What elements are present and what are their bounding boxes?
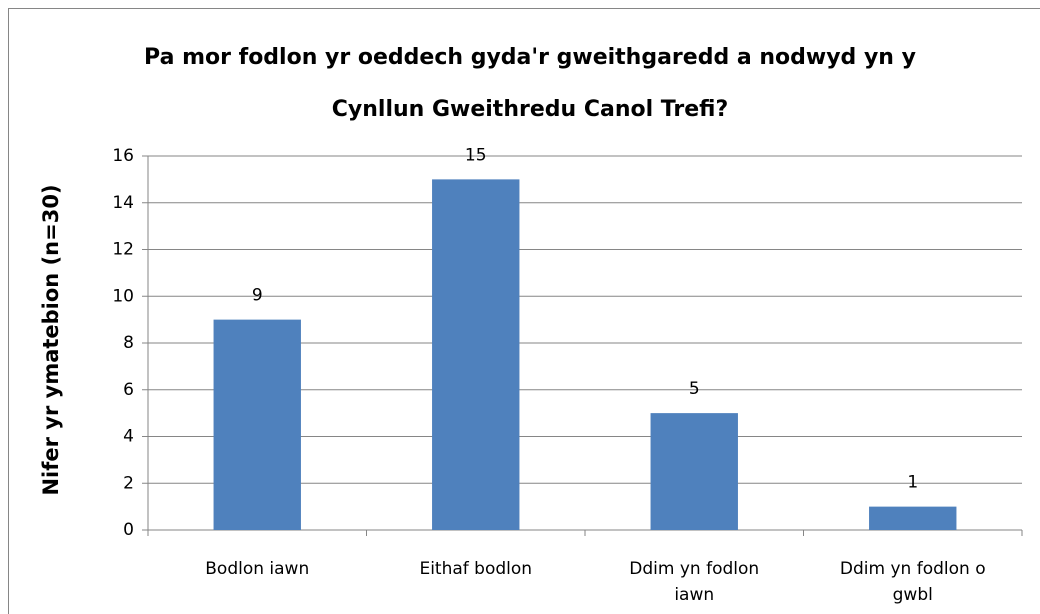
y-tick-label: 6 [123, 380, 134, 400]
data-label: 9 [252, 286, 263, 306]
x-tick-label: Ddim yn fodlon iawn [629, 559, 760, 605]
y-tick-label: 2 [123, 473, 134, 493]
bar [432, 179, 520, 530]
y-axis-label: Nifer yr ymatebion (n=30) [39, 184, 63, 495]
y-tick-label: 4 [123, 427, 134, 447]
data-label: 5 [689, 379, 700, 399]
chart-frame [8, 8, 1040, 614]
x-tick-label: Bodlon iawn [205, 559, 310, 579]
y-tick-label: 12 [112, 240, 134, 260]
y-tick-label: 8 [123, 333, 134, 353]
y-tick-label: 10 [112, 286, 134, 306]
bar [650, 413, 738, 530]
y-tick-label: 16 [112, 146, 134, 166]
data-label: 1 [907, 473, 918, 493]
y-tick-label: 14 [112, 193, 134, 213]
bar [869, 506, 957, 530]
data-label: 15 [465, 145, 487, 165]
x-tick-label: Eithaf bodlon [419, 559, 533, 579]
y-tick-label: 0 [123, 520, 134, 540]
x-tick-label: Ddim yn fodlon o gwbl [839, 559, 986, 605]
chart-title: Pa mor fodlon yr oeddech gyda'r gweithga… [144, 45, 916, 122]
bar [213, 319, 301, 530]
